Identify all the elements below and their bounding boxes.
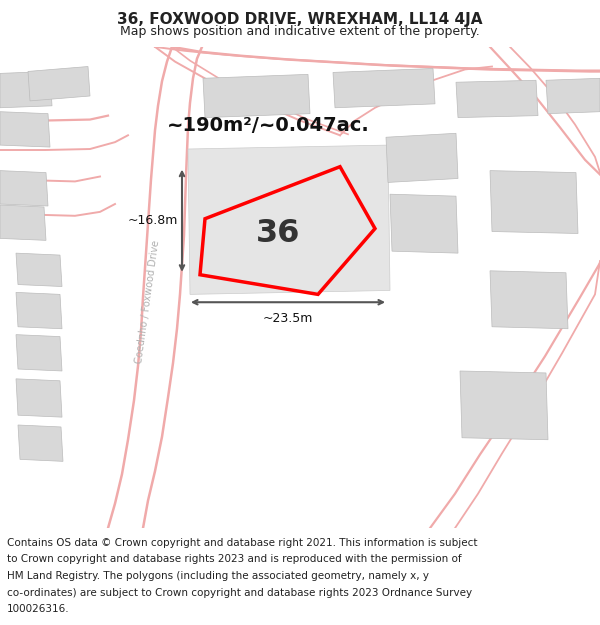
Polygon shape xyxy=(18,425,63,461)
Polygon shape xyxy=(0,171,48,206)
Text: ~16.8m: ~16.8m xyxy=(128,214,178,228)
Polygon shape xyxy=(386,133,458,182)
Text: HM Land Registry. The polygons (including the associated geometry, namely x, y: HM Land Registry. The polygons (includin… xyxy=(7,571,429,581)
Text: 100026316.: 100026316. xyxy=(7,604,70,614)
Text: Coednho / Foxwood Drive: Coednho / Foxwood Drive xyxy=(134,240,161,364)
Polygon shape xyxy=(490,171,578,234)
Polygon shape xyxy=(460,371,548,440)
Polygon shape xyxy=(16,292,62,329)
Polygon shape xyxy=(16,253,62,286)
Text: ~190m²/~0.047ac.: ~190m²/~0.047ac. xyxy=(167,116,370,135)
Polygon shape xyxy=(0,205,46,241)
Polygon shape xyxy=(390,194,458,253)
Polygon shape xyxy=(188,145,390,294)
Polygon shape xyxy=(0,112,50,147)
Text: to Crown copyright and database rights 2023 and is reproduced with the permissio: to Crown copyright and database rights 2… xyxy=(7,554,462,564)
Polygon shape xyxy=(203,74,310,118)
Polygon shape xyxy=(333,69,435,108)
Text: 36: 36 xyxy=(256,218,300,249)
Polygon shape xyxy=(490,271,568,329)
Text: 36, FOXWOOD DRIVE, WREXHAM, LL14 4JA: 36, FOXWOOD DRIVE, WREXHAM, LL14 4JA xyxy=(117,12,483,27)
Text: Map shows position and indicative extent of the property.: Map shows position and indicative extent… xyxy=(120,24,480,38)
Text: Contains OS data © Crown copyright and database right 2021. This information is : Contains OS data © Crown copyright and d… xyxy=(7,538,478,548)
Polygon shape xyxy=(16,334,62,371)
Polygon shape xyxy=(28,66,90,101)
Polygon shape xyxy=(16,379,62,417)
Text: ~23.5m: ~23.5m xyxy=(263,312,313,325)
Polygon shape xyxy=(0,71,52,107)
Text: co-ordinates) are subject to Crown copyright and database rights 2023 Ordnance S: co-ordinates) are subject to Crown copyr… xyxy=(7,588,472,598)
Polygon shape xyxy=(546,78,600,114)
Polygon shape xyxy=(456,80,538,118)
